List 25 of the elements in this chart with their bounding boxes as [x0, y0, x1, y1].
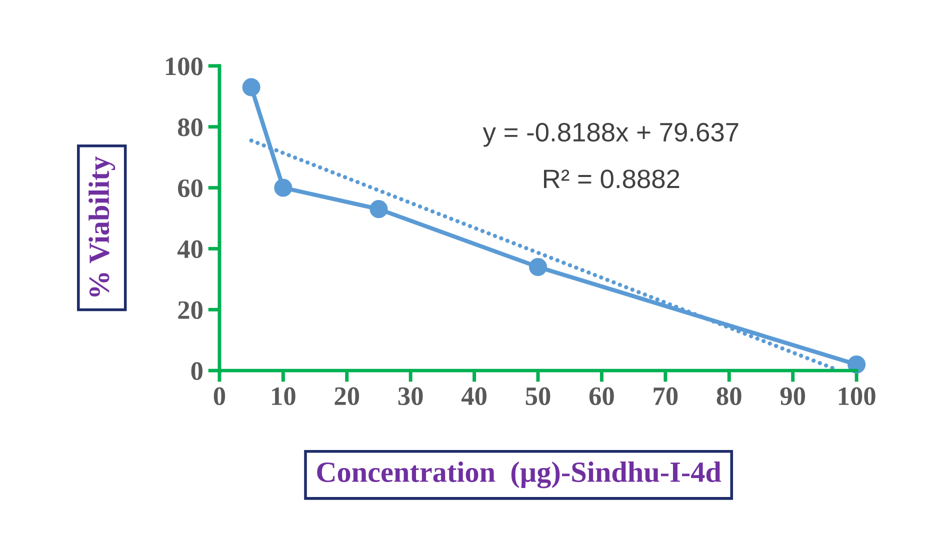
x-tick-label: 80: [716, 387, 742, 406]
point: [370, 200, 388, 218]
x-tick-label: 0: [214, 387, 226, 406]
x-tick-label: 30: [398, 387, 423, 406]
y-axis-title: % Viability: [88, 156, 116, 297]
point: [242, 78, 260, 96]
y-tick-label: 80: [178, 118, 202, 136]
x-tick-label: 60: [589, 387, 614, 406]
point: [274, 178, 292, 197]
x-tick-label: 20: [334, 387, 360, 406]
x-tick-label: 70: [654, 387, 678, 406]
y-tick-label: 0: [191, 362, 202, 380]
point: [528, 258, 548, 276]
y-tick-label: 20: [178, 301, 202, 320]
annotation: R² = 0.8882: [544, 170, 680, 188]
x-tick-label: 10: [272, 387, 296, 406]
y-tick-label: 60: [178, 179, 202, 198]
x-tick-label: 40: [461, 387, 486, 406]
annotation: y = -0.8188x + 79.637: [482, 122, 738, 147]
y-tick-label: 40: [177, 240, 202, 258]
y-tick-label: 100: [166, 57, 202, 76]
x-axis-title: Concentration (µg)-Sindhu-I-4d: [317, 462, 722, 488]
x-tick-label: 50: [526, 387, 550, 406]
x-tick-label: 100: [838, 387, 876, 406]
x-tick-label: 90: [780, 387, 806, 406]
